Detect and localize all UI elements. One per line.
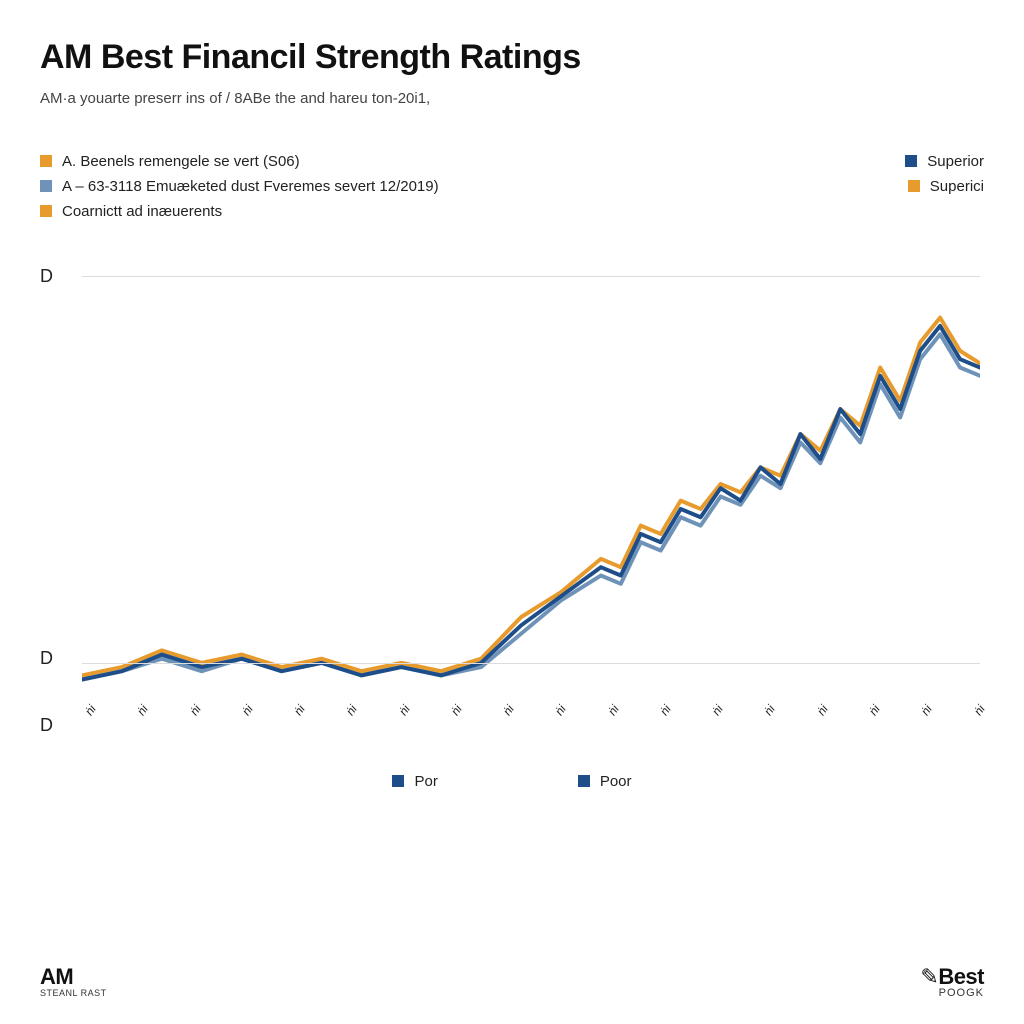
legend-label: Coarnictt ad inæuerents xyxy=(62,203,222,220)
footer-right-primary: ✎Best xyxy=(920,967,984,988)
legend-item: Superior xyxy=(905,153,984,170)
legend-item: Superici xyxy=(908,178,984,195)
chart-svg xyxy=(82,276,980,692)
x-axis-tick: ṅi xyxy=(709,702,726,718)
page-subtitle: AM·a youarte preserr ins of / 8ABe the a… xyxy=(40,90,984,107)
footer: AM STEANL RAST ✎Best POOGK xyxy=(40,964,984,998)
legend-label: A. Beenels remengele se vert (S06) xyxy=(62,153,300,170)
x-axis-tick: ṅi xyxy=(814,702,831,718)
grid-line xyxy=(82,663,980,664)
legend-item: A – 63-3118 Emuæketed dust Fveremes seve… xyxy=(40,178,439,195)
x-axis-tick: ṅi xyxy=(657,702,674,718)
legend-label: Superior xyxy=(927,153,984,170)
bottom-legend: Por Poor xyxy=(40,773,984,790)
x-axis-tick: ṅi xyxy=(239,702,256,718)
y-axis-label: D xyxy=(40,648,53,669)
series-orange xyxy=(82,317,980,675)
x-axis-tick: ṅi xyxy=(500,702,517,718)
footer-logo-left: AM STEANL RAST xyxy=(40,964,107,998)
legend-swatch xyxy=(40,155,52,167)
x-axis-tick: ṅi xyxy=(448,702,465,718)
legend-label: Superici xyxy=(930,178,984,195)
x-axis-tick: ṅi xyxy=(971,702,988,718)
x-axis-tick: ṅi xyxy=(396,702,413,718)
x-axis-tick: ṅi xyxy=(605,702,622,718)
legend-item: A. Beenels remengele se vert (S06) xyxy=(40,153,439,170)
grid-line xyxy=(82,276,980,277)
chart-plot xyxy=(82,276,980,692)
x-axis-tick: ṅi xyxy=(761,702,778,718)
x-axis-tick: ṅi xyxy=(866,702,883,718)
footer-right-secondary: POOGK xyxy=(920,988,984,998)
legend-swatch xyxy=(40,180,52,192)
legend-swatch xyxy=(905,155,917,167)
x-axis-tick: ṅi xyxy=(918,702,935,718)
y-axis-label: D xyxy=(40,266,53,287)
footer-left-secondary: STEANL RAST xyxy=(40,988,107,998)
legend-item: Poor xyxy=(578,773,632,790)
x-axis: ṅiṅiṅiṅiṅiṅiṅiṅiṅiṅiṅiṅiṅiṅiṅiṅiṅiṅi xyxy=(82,710,980,724)
legend-left: A. Beenels remengele se vert (S06) A – 63… xyxy=(40,153,439,220)
x-axis-tick: ṅi xyxy=(291,702,308,718)
legend-swatch xyxy=(578,775,590,787)
y-axis-label: D xyxy=(40,715,53,736)
legend-area: A. Beenels remengele se vert (S06) A – 63… xyxy=(40,153,984,220)
legend-label: Por xyxy=(414,773,437,790)
page-title: AM Best Financil Strength Ratings xyxy=(40,40,984,76)
footer-logo-right: ✎Best POOGK xyxy=(920,967,984,998)
x-axis-tick: ṅi xyxy=(187,702,204,718)
legend-swatch xyxy=(392,775,404,787)
legend-item: Coarnictt ad inæuerents xyxy=(40,203,439,220)
legend-label: Poor xyxy=(600,773,632,790)
x-axis-tick: ṅi xyxy=(552,702,569,718)
series-lightblue xyxy=(82,334,980,679)
legend-right: Superior Superici xyxy=(905,153,984,195)
x-axis-tick: ṅi xyxy=(134,702,151,718)
page: AM Best Financil Strength Ratings AM·a y… xyxy=(0,0,1024,1024)
footer-left-primary: AM xyxy=(40,964,107,990)
chart: ṅiṅiṅiṅiṅiṅiṅiṅiṅiṅiṅiṅiṅiṅiṅiṅiṅiṅi Por… xyxy=(40,246,984,766)
legend-item: Por xyxy=(392,773,437,790)
legend-swatch xyxy=(908,180,920,192)
legend-swatch xyxy=(40,205,52,217)
x-axis-tick: ṅi xyxy=(343,702,360,718)
legend-label: A – 63-3118 Emuæketed dust Fveremes seve… xyxy=(62,178,439,195)
x-axis-tick: ṅi xyxy=(82,702,99,718)
